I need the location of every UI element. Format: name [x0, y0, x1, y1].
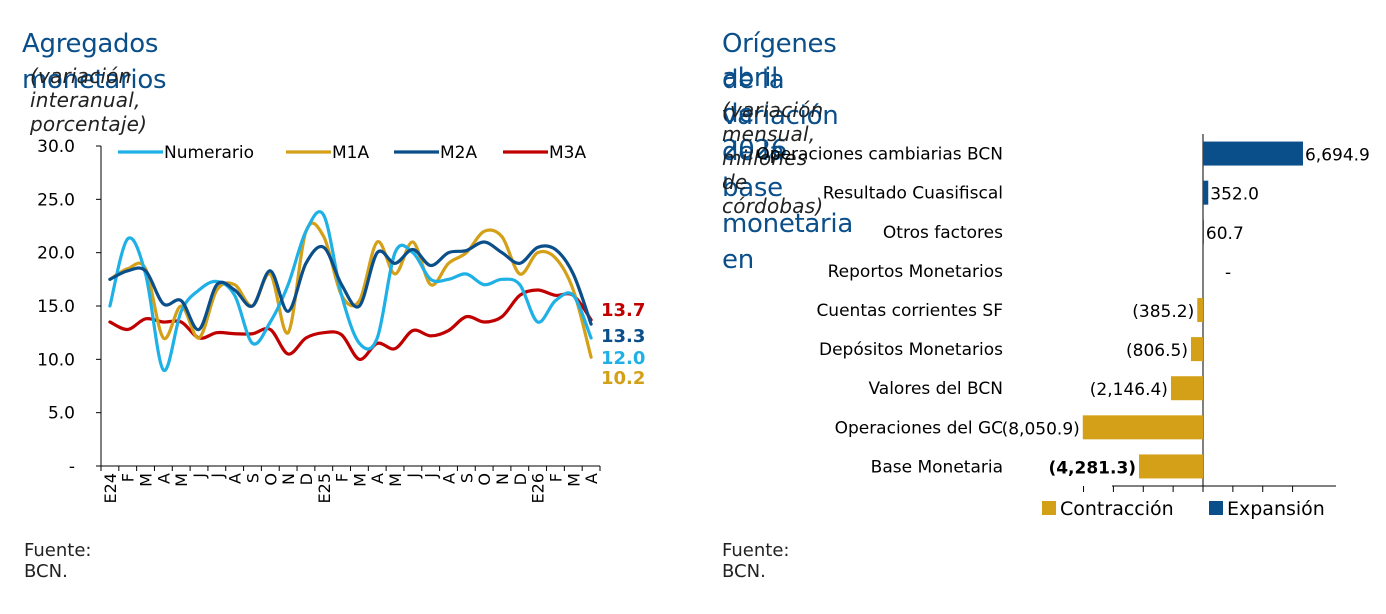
legend-label-m3a: M3A	[549, 143, 586, 163]
x-tick-label: E24	[101, 473, 120, 503]
x-tick-label: A	[440, 473, 459, 484]
category-label: Operaciones del GC	[835, 418, 1003, 438]
y-tick-label: 10.0	[37, 350, 75, 370]
x-tick-label: A	[226, 473, 245, 484]
legend-swatch-contraccion	[1042, 501, 1056, 515]
x-tick-label: J	[190, 473, 209, 479]
left-chart-title: Agregados monetarios	[22, 29, 167, 95]
x-tick-label: M	[350, 473, 369, 487]
series-line-m2a	[108, 240, 593, 332]
value-label: 6,694.9	[1305, 146, 1370, 166]
end-label-numerario: 12.0	[601, 348, 645, 369]
x-tick-label: D	[511, 473, 530, 485]
bar-chart: Operaciones cambiarias BCN 6,694.9 Resulta…	[756, 134, 1370, 520]
left-chart-subtitle: (variación interanual, porcentaje)	[30, 64, 148, 136]
category-label: Depósitos Monetarios	[819, 340, 1003, 360]
legend-label-m2a: M2A	[440, 143, 477, 163]
legend-swatch-expansion	[1209, 501, 1223, 515]
value-label: (2,146.4)	[1090, 380, 1168, 400]
x-tick-label: E26	[529, 473, 548, 503]
x-tick-label: O	[475, 473, 494, 486]
bar-contraction	[1082, 415, 1203, 440]
value-label: -	[1225, 263, 1231, 283]
legend-label-numerario: Numerario	[164, 143, 254, 163]
x-tick-label: F	[333, 473, 352, 482]
left-source: Fuente: BCN.	[24, 540, 92, 582]
x-tick-label: A	[582, 473, 601, 484]
bar-expansion	[1203, 180, 1209, 205]
end-label-m3a: 13.7	[601, 300, 645, 321]
x-tick-label: J	[404, 473, 423, 479]
category-label: Otros factores	[883, 223, 1003, 243]
x-tick-label: F	[546, 473, 565, 482]
value-label: (8,050.9)	[1002, 419, 1080, 439]
x-tick-label: J	[422, 473, 441, 479]
right-chart-title-line1: Orígenes de la variación de la base mone…	[722, 29, 853, 275]
legend-label-m1a: M1A	[332, 143, 369, 163]
x-tick-label: M	[564, 473, 583, 487]
bar-expansion	[1203, 219, 1204, 244]
x-tick-label: E25	[315, 473, 334, 503]
end-label-m2a: 13.3	[601, 326, 645, 347]
x-tick-label: D	[297, 473, 316, 485]
right-chart-subtitle: (variación mensual, millones de córdobas…	[722, 98, 824, 218]
y-tick-label: 5.0	[48, 404, 75, 424]
line-chart: -5.010.015.020.025.030.0E24FMAMJJASONDE2…	[37, 137, 645, 503]
series-line-m3a	[108, 288, 593, 361]
value-label: 60.7	[1206, 224, 1244, 244]
x-tick-label: M	[137, 473, 156, 487]
x-tick-label: S	[243, 473, 262, 483]
x-tick-label: F	[119, 473, 138, 482]
category-label: Base Monetaria	[871, 457, 1003, 477]
x-tick-label: M	[386, 473, 405, 487]
value-label: (4,281.3)	[1048, 458, 1136, 478]
right-source: Fuente: BCN.	[722, 540, 790, 582]
x-tick-label: O	[261, 473, 280, 486]
legend-label-contraccion: Contracción	[1060, 498, 1174, 520]
category-label: Operaciones cambiarias BCN	[756, 145, 1003, 165]
category-label: Reportos Monetarios	[828, 262, 1004, 282]
value-label: 352.0	[1210, 185, 1259, 205]
x-tick-label: A	[154, 473, 173, 484]
category-label: Resultado Cuasifiscal	[823, 184, 1003, 204]
x-tick-label: S	[457, 473, 476, 483]
y-tick-label: 15.0	[37, 297, 75, 317]
legend-label-expansion: Expansión	[1227, 498, 1325, 520]
category-label: Valores del BCN	[868, 379, 1003, 399]
category-label: Cuentas corrientes SF	[816, 301, 1003, 321]
bar-contraction	[1197, 298, 1203, 322]
bar-contraction	[1170, 376, 1203, 401]
series-line-m1a	[108, 221, 593, 359]
y-tick-label: 25.0	[37, 190, 75, 210]
x-tick-label: J	[208, 473, 227, 479]
x-tick-label: N	[493, 473, 512, 485]
value-label: (806.5)	[1126, 341, 1188, 361]
y-tick-label: 30.0	[37, 137, 75, 157]
bar-contraction	[1190, 337, 1203, 362]
bar-contraction	[1139, 454, 1203, 479]
value-label: (385.2)	[1132, 302, 1194, 322]
x-tick-label: N	[279, 473, 298, 485]
y-tick-label: -	[69, 457, 75, 477]
right-chart-title-line2: abril de 2026	[722, 63, 787, 165]
x-tick-label: A	[368, 473, 387, 484]
bar-expansion	[1203, 141, 1303, 166]
y-tick-label: 20.0	[37, 244, 75, 264]
x-tick-label: M	[172, 473, 191, 487]
end-label-m1a: 10.2	[601, 368, 645, 389]
